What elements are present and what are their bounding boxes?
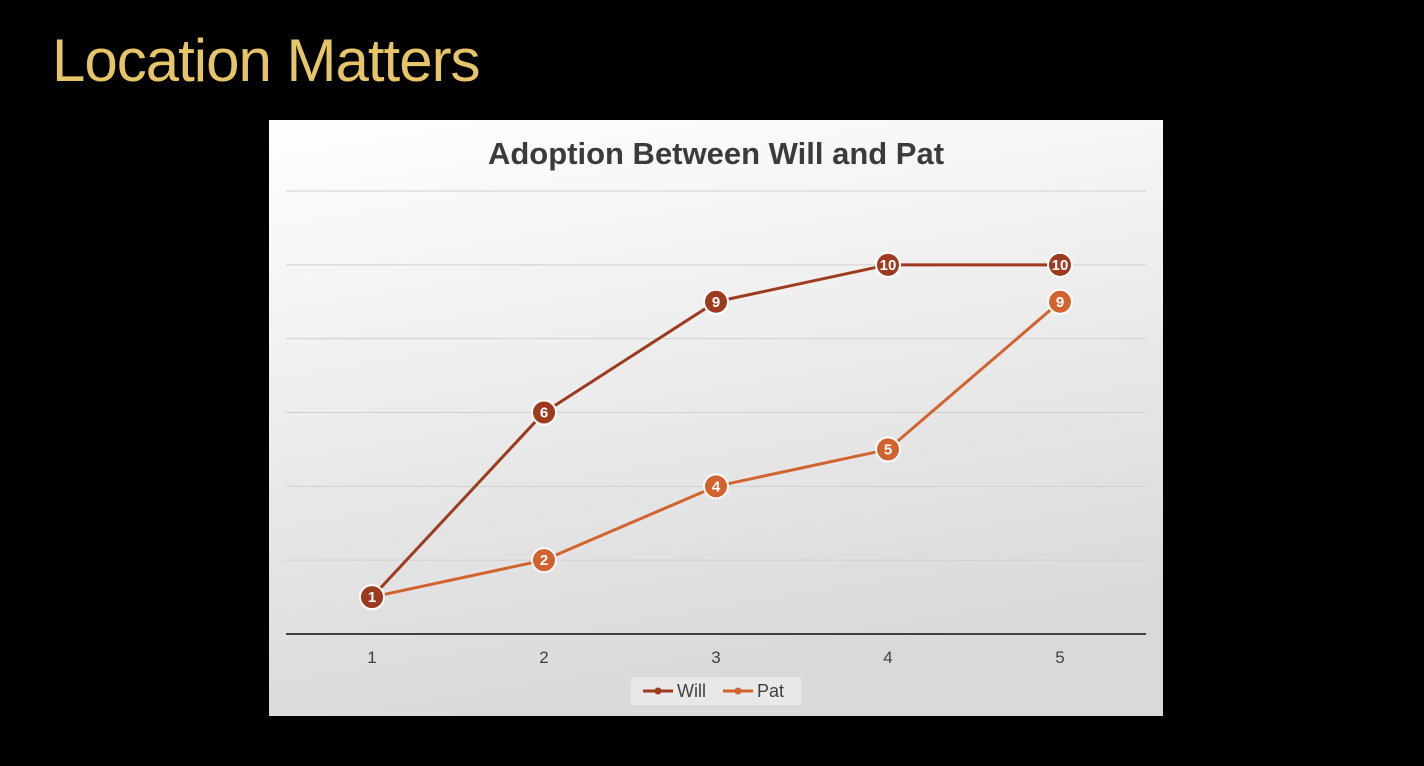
- x-tick-label: 4: [883, 648, 892, 667]
- legend-marker: [734, 687, 742, 695]
- data-label: 1: [368, 589, 376, 606]
- data-label: 9: [712, 294, 720, 311]
- data-point: [531, 399, 557, 426]
- data-label: 10: [1052, 257, 1069, 274]
- series-will: 1 6 9 10 10: [359, 251, 1073, 611]
- legend-marker: [654, 687, 662, 695]
- data-label: 10: [880, 257, 897, 274]
- x-tick-label: 5: [1055, 648, 1064, 667]
- data-label: 2: [540, 552, 548, 569]
- data-point: [359, 584, 385, 611]
- gridlines: [286, 190, 1146, 561]
- x-tick-label: 1: [367, 648, 376, 667]
- legend: Will Pat: [631, 677, 801, 705]
- slide-title: Location Matters: [52, 27, 481, 94]
- chart-background: [269, 120, 1163, 716]
- chart-svg: Adoption Between Will and Pat 1 2 3 4 5 1 2 4 5…: [269, 120, 1163, 716]
- data-point: [875, 436, 901, 463]
- x-tick-label: 3: [711, 648, 720, 667]
- data-point: [703, 473, 729, 500]
- legend-label: Pat: [757, 681, 784, 701]
- data-point: [1047, 288, 1073, 315]
- data-point: [531, 547, 557, 574]
- x-axis: 1 2 3 4 5: [286, 633, 1146, 667]
- series: 1 2 4 5 91 6 9 10 10: [359, 251, 1073, 611]
- chart-title: Adoption Between Will and Pat: [488, 136, 944, 171]
- legend-item-will: Will: [643, 681, 706, 701]
- data-label: 9: [1056, 294, 1064, 311]
- x-tick-label: 2: [539, 648, 548, 667]
- legend-label: Will: [677, 681, 706, 701]
- legend-item-pat: Pat: [723, 681, 784, 701]
- data-point: [1047, 251, 1073, 278]
- data-point: [703, 288, 729, 315]
- data-point: [875, 251, 901, 278]
- data-label: 6: [540, 405, 548, 422]
- data-label: 4: [712, 478, 721, 495]
- data-label: 5: [884, 441, 892, 458]
- chart: Adoption Between Will and Pat 1 2 3 4 5 1 2 4 5…: [269, 120, 1163, 716]
